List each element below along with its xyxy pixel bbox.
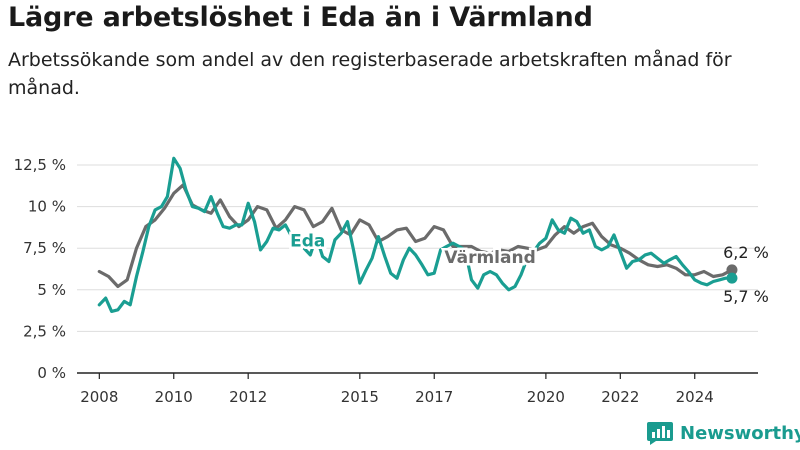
end-label-varmland: 6,2 % (723, 243, 769, 262)
series-layer (97, 156, 738, 313)
label-layer: Värmland Eda 6,2 % 5,7 % (288, 229, 769, 306)
x-tick-label: 2022 (601, 388, 639, 406)
y-tick-label: 0 % (37, 364, 66, 382)
brand-footer: Newsworthy (646, 420, 800, 446)
x-tick-label: 2015 (341, 388, 379, 406)
x-tick-label: 2012 (229, 388, 267, 406)
grid-layer (77, 164, 758, 332)
y-tick-label: 2,5 % (23, 322, 66, 340)
end-label-eda: 5,7 % (723, 287, 769, 306)
axis-layer: 0 % 2,5 % 5 % 7,5 % 10 % 12,5 % 2008 2010 2012 20… (14, 156, 758, 406)
x-tick-label: 2020 (527, 388, 565, 406)
newsworthy-logo-icon (647, 422, 673, 445)
series-label-varmland: Värmland (444, 248, 535, 268)
x-tick-label: 2010 (155, 388, 193, 406)
y-tick-label: 10 % (28, 198, 66, 216)
end-point-varmland (726, 264, 738, 276)
y-tick-label: 12,5 % (14, 156, 66, 174)
y-tick-label: 5 % (37, 281, 66, 299)
series-line-eda (97, 156, 734, 313)
series-line-varmland (97, 183, 734, 289)
end-point-eda (726, 272, 738, 284)
x-tick-label: 2008 (80, 388, 118, 406)
x-tick-label: 2024 (676, 388, 714, 406)
series-label-eda: Eda (290, 232, 325, 252)
y-tick-label: 7,5 % (23, 239, 66, 257)
chart-title: Lägre arbetslöshet i Eda än i Värmland (8, 2, 593, 33)
x-tick-label: 2017 (415, 388, 453, 406)
brand-name: Newsworthy (680, 422, 800, 444)
chart-subtitle: Arbetssökande som andel av den registerb… (8, 49, 732, 99)
